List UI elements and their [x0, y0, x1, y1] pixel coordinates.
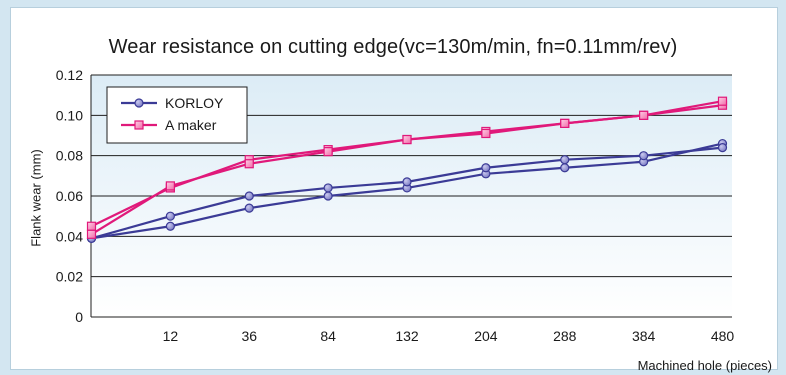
data-point-a-maker — [323, 147, 333, 157]
data-point-korloy — [560, 163, 570, 173]
y-tick-label: 0 — [75, 309, 83, 325]
data-point-korloy — [244, 203, 254, 213]
chart-title: Wear resistance on cutting edge(vc=130m/… — [108, 36, 678, 58]
x-axis-label: Machined hole (pieces) — [637, 358, 772, 373]
data-point-a-maker — [717, 96, 728, 106]
data-point-a-maker — [639, 110, 649, 120]
x-tick-label: 132 — [395, 328, 419, 344]
y-tick-label: 0.04 — [56, 228, 83, 244]
legend-marker-korloy — [134, 98, 144, 108]
data-point-korloy — [165, 221, 175, 231]
data-point-korloy — [323, 183, 333, 193]
x-tick-label: 480 — [711, 328, 735, 344]
y-tick-label: 0.12 — [56, 67, 83, 83]
data-point-a-maker — [86, 221, 97, 231]
x-tick-label: 288 — [553, 328, 577, 344]
y-tick-label: 0.10 — [56, 107, 83, 123]
data-point-a-maker — [481, 128, 491, 139]
x-tick-label: 84 — [320, 328, 336, 344]
y-tick-label: 0.06 — [56, 188, 83, 204]
data-point-korloy — [560, 155, 570, 165]
data-point-korloy — [323, 191, 333, 201]
data-point-korloy — [165, 211, 175, 221]
data-point-a-maker — [560, 118, 570, 129]
y-tick-label: 0.02 — [56, 269, 83, 285]
data-point-korloy — [481, 163, 491, 173]
data-point-a-maker — [402, 134, 412, 145]
data-point-korloy — [402, 177, 412, 187]
legend-label-korloy: KORLOY — [165, 95, 224, 111]
data-point-korloy — [244, 191, 254, 201]
x-tick-label: 384 — [632, 328, 656, 344]
legend-label-a-maker: A maker — [165, 117, 217, 133]
x-tick-label: 36 — [241, 328, 257, 344]
data-point-korloy — [717, 143, 728, 153]
legend-box — [106, 86, 248, 144]
y-tick-label: 0.08 — [56, 148, 83, 164]
legend-marker-a-maker — [134, 120, 144, 130]
x-tick-label: 204 — [474, 328, 498, 344]
data-point-a-maker — [244, 159, 254, 169]
data-point-korloy — [639, 151, 649, 161]
x-tick-label: 12 — [163, 328, 179, 344]
data-point-a-maker — [165, 181, 175, 191]
data-point-a-maker — [86, 229, 97, 239]
